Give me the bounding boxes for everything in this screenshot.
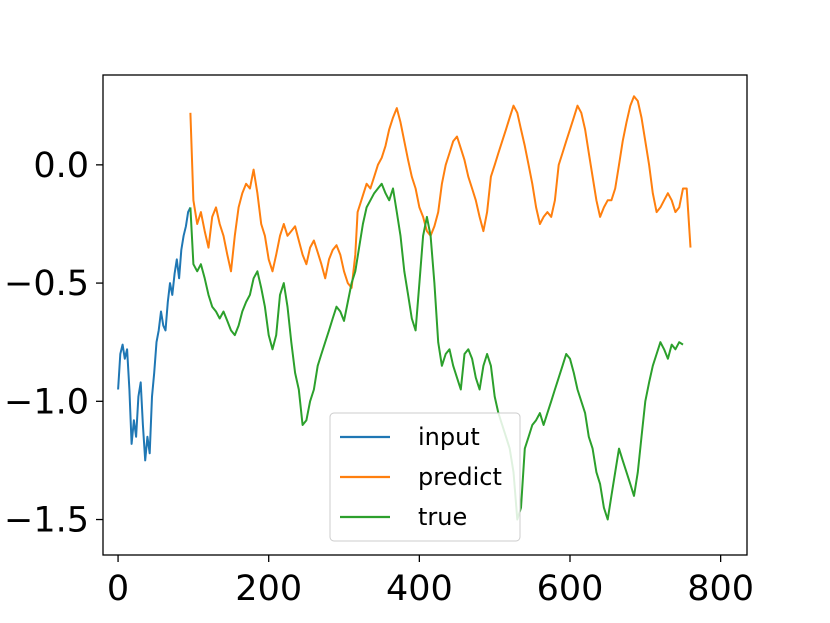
legend: input predict true — [329, 412, 521, 542]
y-tick-label: −0.5 — [4, 264, 89, 304]
x-tick-label: 600 — [537, 569, 604, 609]
series-lines — [117, 95, 692, 521]
series-line-input — [117, 206, 192, 462]
legend-box — [329, 412, 521, 542]
legend-label-predict: predict — [418, 463, 502, 491]
x-tick-label: 200 — [235, 569, 302, 609]
series-line-predict — [189, 95, 692, 289]
x-axis: 0 200 400 600 800 — [107, 555, 754, 609]
y-axis: 0.0 −0.5 −1.0 −1.5 — [4, 146, 103, 541]
series-line-true — [189, 182, 684, 521]
legend-label-input: input — [418, 423, 480, 451]
y-tick-label: −1.5 — [4, 501, 89, 541]
x-tick-label: 400 — [386, 569, 453, 609]
plot-frame — [102, 74, 748, 556]
legend-label-true: true — [418, 503, 467, 531]
x-tick-label: 800 — [687, 569, 754, 609]
y-tick-label: −1.0 — [4, 382, 89, 422]
x-tick-label: 0 — [107, 569, 129, 609]
y-tick-label: 0.0 — [33, 146, 89, 186]
